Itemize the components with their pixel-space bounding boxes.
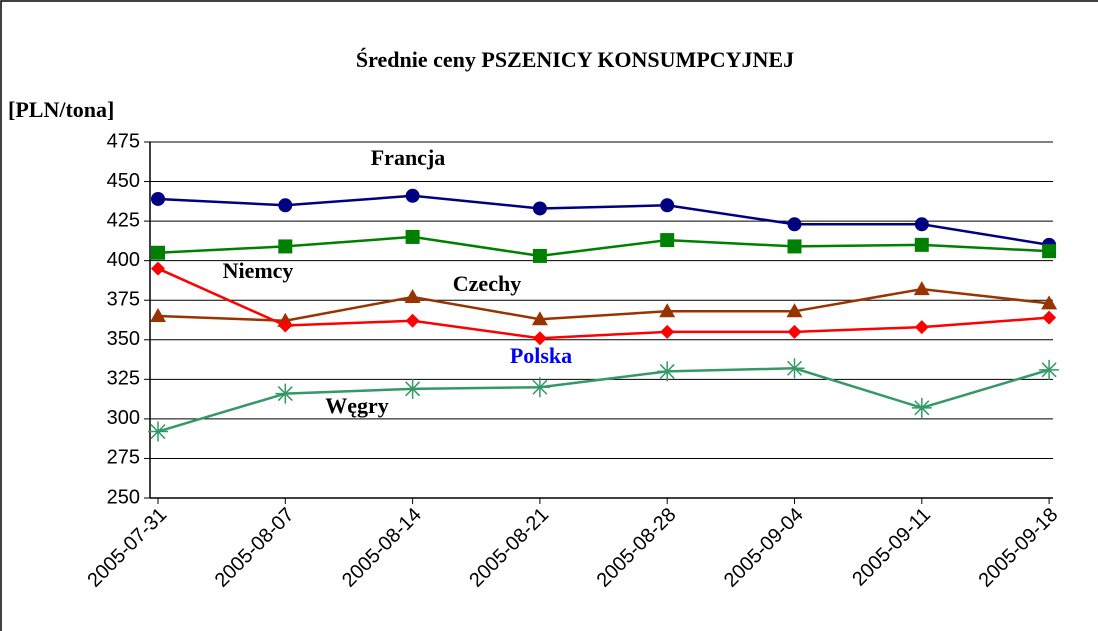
marker [787,239,802,254]
marker [1042,310,1057,325]
y-tick-label: 350 [107,328,140,350]
marker [660,233,675,248]
y-tick-label: 375 [107,289,140,311]
series-line [157,267,1050,340]
y-tick-label: 475 [107,130,140,152]
marker [151,261,165,276]
series-label: Niemcy [223,258,294,283]
marker [913,281,930,296]
marker [1041,295,1058,310]
series-label: Polska [510,343,572,368]
series-line [157,235,1050,258]
chart-title: Średnie ceny PSZENICY KONSUMPCYJNEJ [356,47,794,72]
series-label: Francja [371,145,446,170]
marker [275,383,296,404]
marker [151,191,165,206]
y-tick-label: 300 [107,407,140,429]
marker [786,303,803,318]
series-label: Węgry [325,393,389,418]
series-line [157,194,1050,247]
marker [405,188,420,203]
marker [787,217,802,232]
marker [657,361,678,382]
marker [659,303,676,318]
marker [911,397,932,418]
marker [278,318,293,333]
marker [151,245,165,260]
y-axis-label: [PLN/tona] [8,97,114,122]
marker [405,229,420,244]
marker [531,311,548,326]
y-tick-label: 325 [107,368,140,390]
marker [148,421,168,442]
y-tick-label: 400 [107,249,140,271]
marker [532,248,547,263]
y-tick-label: 425 [107,209,140,231]
marker [787,324,802,339]
marker [1042,244,1057,259]
marker [914,320,929,335]
y-tick-label: 450 [107,170,140,192]
marker [784,358,805,379]
marker [914,237,929,252]
marker [532,201,547,216]
marker [660,198,675,213]
marker [278,239,293,254]
marker [405,313,420,328]
marker [278,198,293,213]
y-tick-label: 275 [107,447,140,469]
marker [529,377,550,398]
series-line [157,367,1050,433]
series-line [157,287,1050,323]
marker [660,324,675,339]
marker [914,217,929,232]
y-tick-label: 250 [107,486,140,508]
marker [150,308,166,323]
marker [532,331,547,346]
marker [402,378,423,399]
series-label: Czechy [453,271,521,296]
marker [1039,359,1060,380]
marker [404,289,421,304]
